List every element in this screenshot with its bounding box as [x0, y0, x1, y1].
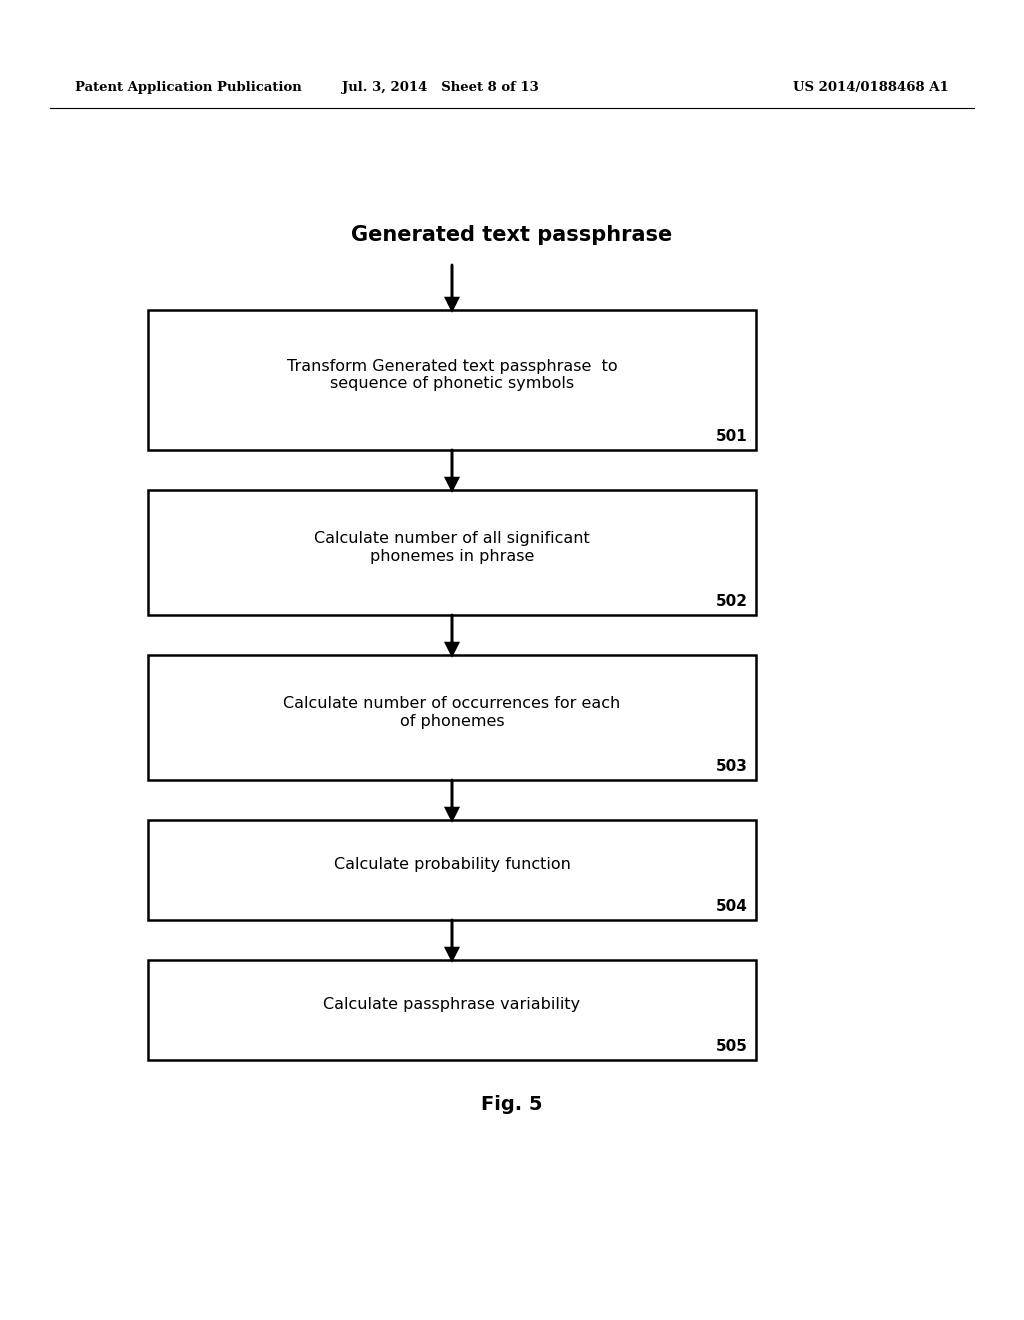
- Bar: [148, 490, 756, 615]
- Text: Calculate passphrase variability: Calculate passphrase variability: [324, 998, 581, 1012]
- Bar: [148, 820, 756, 920]
- Bar: [148, 960, 756, 1060]
- FancyArrow shape: [446, 450, 458, 490]
- Text: Jul. 3, 2014   Sheet 8 of 13: Jul. 3, 2014 Sheet 8 of 13: [342, 82, 539, 95]
- Text: 501: 501: [716, 429, 748, 444]
- Bar: [148, 310, 756, 450]
- Text: Calculate number of all significant
phonemes in phrase: Calculate number of all significant phon…: [314, 531, 590, 564]
- Text: Calculate probability function: Calculate probability function: [334, 858, 570, 873]
- Text: Fig. 5: Fig. 5: [481, 1096, 543, 1114]
- Text: Transform Generated text passphrase  to
sequence of phonetic symbols: Transform Generated text passphrase to s…: [287, 359, 617, 391]
- FancyArrow shape: [446, 615, 458, 655]
- Text: 502: 502: [716, 594, 748, 609]
- Text: US 2014/0188468 A1: US 2014/0188468 A1: [794, 82, 949, 95]
- Text: 503: 503: [716, 759, 748, 774]
- FancyArrow shape: [446, 780, 458, 820]
- FancyArrow shape: [446, 265, 458, 310]
- Text: Generated text passphrase: Generated text passphrase: [351, 224, 673, 246]
- Text: 505: 505: [716, 1039, 748, 1053]
- FancyArrow shape: [446, 920, 458, 960]
- Text: Patent Application Publication: Patent Application Publication: [75, 82, 302, 95]
- Text: Calculate number of occurrences for each
of phonemes: Calculate number of occurrences for each…: [284, 697, 621, 729]
- Bar: [148, 655, 756, 780]
- Text: 504: 504: [716, 899, 748, 913]
